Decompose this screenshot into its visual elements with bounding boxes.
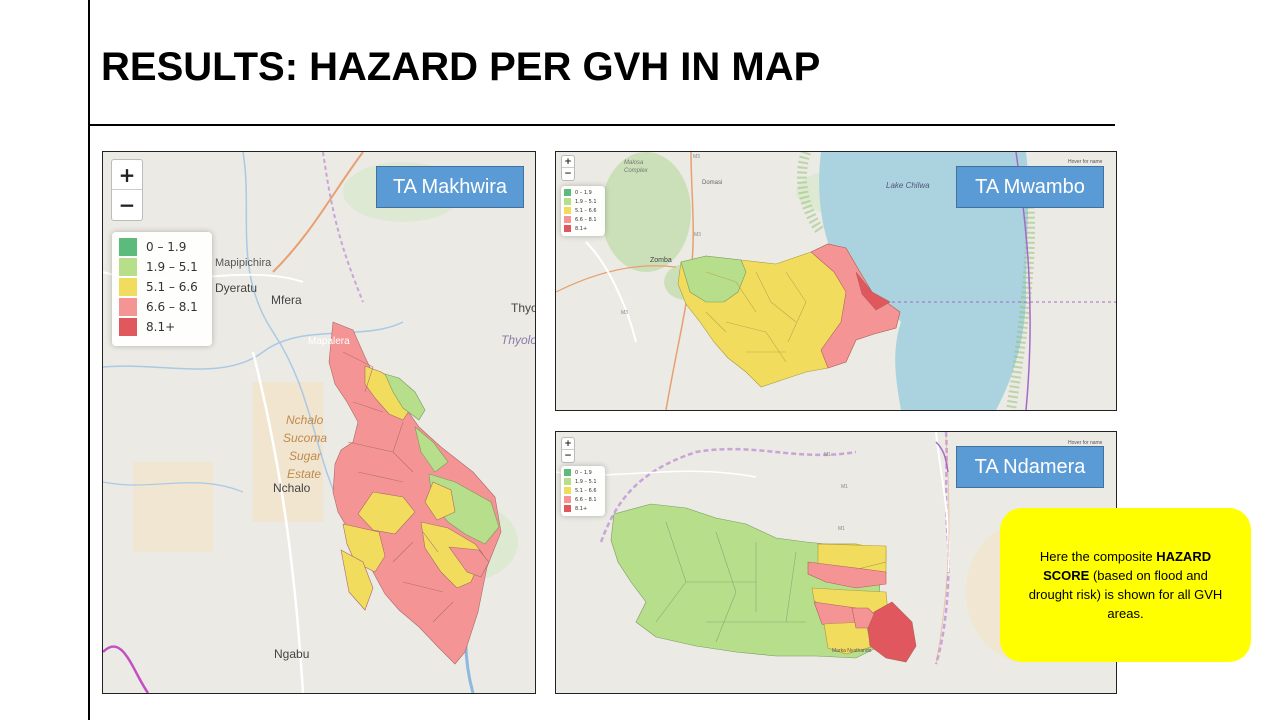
place-label: Sucoma <box>283 431 327 445</box>
place-label: M3 <box>621 310 628 316</box>
legend-swatch <box>564 469 571 476</box>
legend-label: 1.9 – 5.1 <box>146 260 198 274</box>
legend-row: 8.1+ <box>564 504 602 513</box>
place-label: Estate <box>287 467 321 481</box>
zoom-control: + − <box>111 159 143 221</box>
place-label: Zomba <box>650 257 672 264</box>
left-border-line <box>88 0 90 720</box>
callout-text-post: (based on flood and drought risk) is sho… <box>1028 568 1223 621</box>
place-label: Mfera <box>271 293 302 307</box>
place-label: Thyo <box>511 301 535 315</box>
place-label: Mapalera <box>308 336 350 347</box>
legend-row: 8.1+ <box>564 224 602 233</box>
ta-makhwira-label: TA Makhwira <box>376 166 524 208</box>
callout-text-pre: Here the composite <box>1039 549 1157 564</box>
legend-label: 8.1+ <box>575 225 588 232</box>
place-label: Complex <box>624 168 649 174</box>
map-mwambo[interactable]: Malosa Complex Domasi Lake Chilwa Zomba … <box>555 151 1117 411</box>
legend-label: 8.1+ <box>146 320 176 334</box>
zoom-out-button[interactable]: − <box>564 451 572 461</box>
slide-title: RESULTS: HAZARD PER GVH IN MAP <box>101 45 821 89</box>
legend-label: 5.1 – 6.6 <box>146 280 198 294</box>
map-makhwira[interactable]: Mapipichira Dyeratu Mfera Thyo Thyolo Ma… <box>102 151 536 694</box>
legend-swatch <box>564 225 571 232</box>
legend-row: 5.1 – 6.6 <box>119 277 205 297</box>
legend-row: 1.9 – 5.1 <box>564 197 602 206</box>
place-label: Lake Chilwa <box>886 181 930 190</box>
ta-ndamera-label: TA Ndamera <box>956 446 1104 488</box>
legend-row: 6.6 – 8.1 <box>564 495 602 504</box>
ta-mwambo-label: TA Mwambo <box>956 166 1104 208</box>
place-label: Malosa <box>624 160 644 166</box>
place-label: M1 <box>824 452 831 458</box>
legend-swatch <box>119 298 137 316</box>
zoom-in-button[interactable]: + <box>562 438 574 450</box>
legend-swatch <box>564 207 571 214</box>
legend-label: 1.9 – 5.1 <box>575 478 597 485</box>
place-label: M1 <box>838 526 845 532</box>
legend-swatch <box>119 238 137 256</box>
map-ndamera-canvas: M1 M1 M1 Marka Nyathando Hover for name <box>556 432 1116 693</box>
legend-row: 5.1 – 6.6 <box>564 206 602 215</box>
zoom-out-button[interactable]: − <box>118 193 136 217</box>
legend-label: 0 – 1.9 <box>575 469 592 476</box>
legend-row: 1.9 – 5.1 <box>119 257 205 277</box>
legend-label: 6.6 – 8.1 <box>146 300 198 314</box>
hover-hint: Hover for name <box>1068 159 1103 165</box>
hover-hint: Hover for name <box>1068 440 1103 446</box>
place-label: Domasi <box>702 180 722 186</box>
legend-label: 6.6 – 8.1 <box>575 216 597 223</box>
legend-swatch <box>564 487 571 494</box>
legend-label: 0 – 1.9 <box>575 189 592 196</box>
hazard-legend: 0 – 1.9 1.9 – 5.1 5.1 – 6.6 6.6 – 8.1 8.… <box>112 232 212 346</box>
legend-label: 5.1 – 6.6 <box>575 207 597 214</box>
legend-swatch <box>119 258 137 276</box>
place-label: M3 <box>694 232 701 238</box>
legend-row: 0 – 1.9 <box>564 188 602 197</box>
legend-label: 6.6 – 8.1 <box>575 496 597 503</box>
place-label: M1 <box>841 484 848 490</box>
legend-swatch <box>564 505 571 512</box>
legend-row: 6.6 – 8.1 <box>119 297 205 317</box>
place-label: Marka Nyathando <box>832 648 872 654</box>
map-ndamera[interactable]: M1 M1 M1 Marka Nyathando Hover for name … <box>555 431 1117 694</box>
legend-row: 5.1 – 6.6 <box>564 486 602 495</box>
legend-swatch <box>564 216 571 223</box>
place-label: Thyolo <box>501 333 535 347</box>
place-label: Ngabu <box>274 647 309 661</box>
legend-swatch <box>564 496 571 503</box>
legend-label: 0 – 1.9 <box>146 240 187 254</box>
legend-swatch <box>564 189 571 196</box>
legend-row: 6.6 – 8.1 <box>564 215 602 224</box>
place-label: Dyeratu <box>215 281 257 295</box>
place-label: Mapipichira <box>215 257 272 269</box>
hazard-legend: 0 – 1.9 1.9 – 5.1 5.1 – 6.6 6.6 – 8.1 8.… <box>561 186 605 236</box>
place-label: Sugar <box>289 449 322 463</box>
zoom-control: + − <box>561 437 575 463</box>
legend-label: 8.1+ <box>575 505 588 512</box>
legend-row: 1.9 – 5.1 <box>564 477 602 486</box>
title-underline <box>88 124 1115 126</box>
callout-text: Here the composite HAZARD SCORE (based o… <box>1022 547 1229 623</box>
zoom-in-button[interactable]: + <box>562 156 574 168</box>
place-label: Nchalo <box>273 481 311 495</box>
legend-row: 0 – 1.9 <box>564 468 602 477</box>
place-label: Nchalo <box>286 413 324 427</box>
legend-label: 5.1 – 6.6 <box>575 487 597 494</box>
legend-swatch <box>564 478 571 485</box>
place-label: M3 <box>693 154 700 160</box>
legend-swatch <box>564 198 571 205</box>
map-makhwira-canvas: Mapipichira Dyeratu Mfera Thyo Thyolo Ma… <box>103 152 535 693</box>
legend-row: 0 – 1.9 <box>119 237 205 257</box>
callout-text-bold: HAZARD SCORE <box>1043 549 1212 583</box>
zoom-out-button[interactable]: − <box>564 169 572 179</box>
hazard-legend: 0 – 1.9 1.9 – 5.1 5.1 – 6.6 6.6 – 8.1 8.… <box>561 466 605 516</box>
hazard-score-callout: Here the composite HAZARD SCORE (based o… <box>1000 508 1251 662</box>
legend-label: 1.9 – 5.1 <box>575 198 597 205</box>
zoom-in-button[interactable]: + <box>112 160 142 190</box>
legend-swatch <box>119 278 137 296</box>
legend-row: 8.1+ <box>119 317 205 337</box>
zoom-control: + − <box>561 155 575 181</box>
legend-swatch <box>119 318 137 336</box>
